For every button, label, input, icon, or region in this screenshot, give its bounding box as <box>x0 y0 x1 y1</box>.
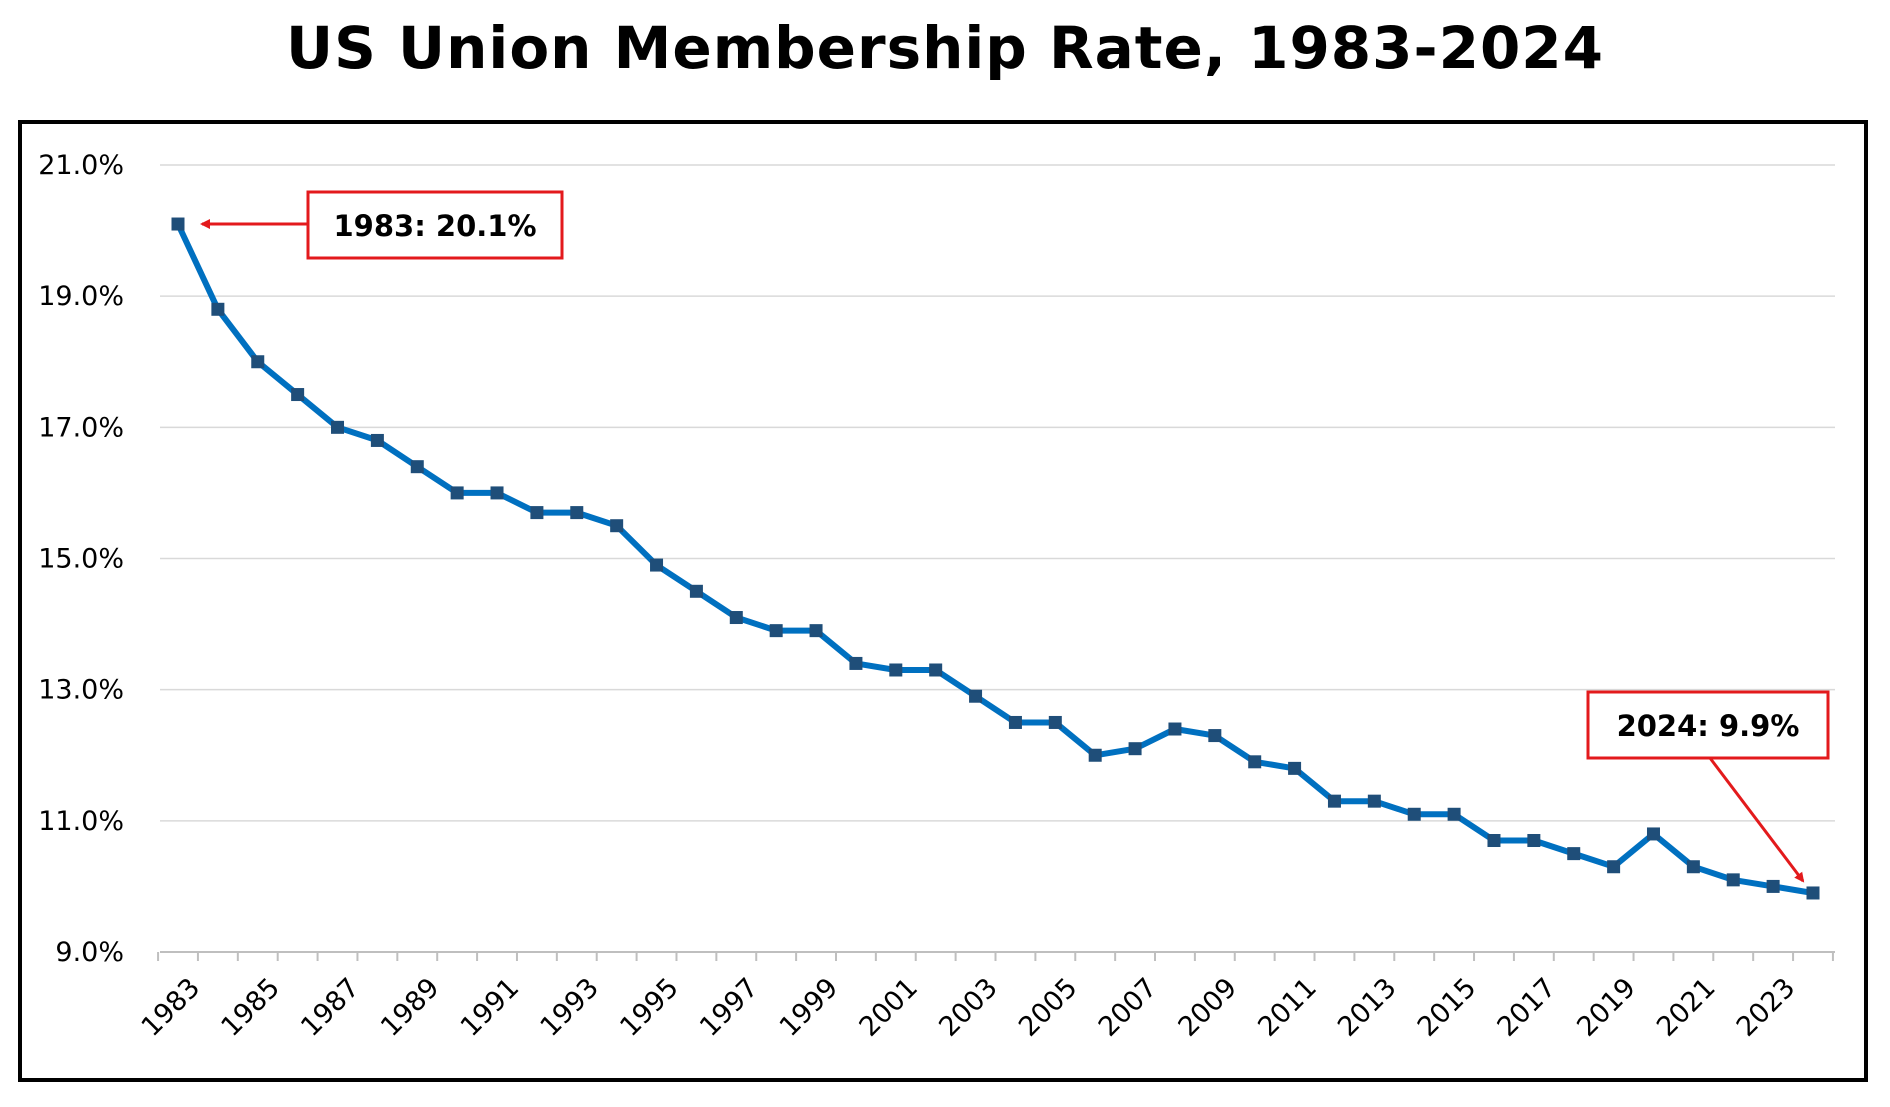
annotations: 1983: 20.1% 2024: 9.9% <box>200 190 1830 883</box>
x-tick-label: 2007 <box>1093 972 1164 1043</box>
annotation-box-1983 <box>306 190 564 260</box>
data-point <box>1128 742 1142 756</box>
data-point <box>1208 729 1222 743</box>
x-tick-label: 2017 <box>1492 972 1563 1043</box>
x-tick-label: 2003 <box>933 972 1004 1043</box>
chart-title: US Union Membership Rate, 1983-2024 <box>285 14 1605 82</box>
data-point <box>1447 807 1461 821</box>
data-point <box>1527 834 1541 848</box>
y-tick-label: 21.0% <box>38 150 124 181</box>
data-point <box>1367 794 1381 808</box>
annotation-label-2024: 2024: 9.9% <box>1617 709 1800 743</box>
data-point <box>929 663 943 677</box>
data-point <box>291 388 305 402</box>
data-point <box>331 420 345 434</box>
annotation-box-2024 <box>1586 690 1830 760</box>
data-point <box>969 689 983 703</box>
data-point <box>849 656 863 670</box>
annotation-arrow-2024 <box>1708 757 1805 883</box>
data-point <box>410 460 424 474</box>
data-point <box>809 624 823 638</box>
data-point <box>1168 722 1182 736</box>
y-tick-label: 19.0% <box>38 281 124 312</box>
x-tick-label: 1989 <box>375 972 446 1043</box>
x-tick-label: 1997 <box>694 972 765 1043</box>
data-point <box>530 506 544 520</box>
data-point <box>171 217 185 231</box>
data-point <box>1726 873 1740 887</box>
x-tick-label: 1995 <box>614 972 685 1043</box>
x-tick-label: 1987 <box>295 972 366 1043</box>
data-point <box>1607 860 1621 874</box>
data-point <box>1288 761 1302 775</box>
gridlines <box>160 164 1835 822</box>
x-tick-label: 2005 <box>1013 972 1084 1043</box>
x-tick-label: 1999 <box>774 972 845 1043</box>
x-tick-label: 2019 <box>1571 972 1642 1043</box>
y-tick-label: 15.0% <box>38 544 124 575</box>
data-point <box>490 486 504 500</box>
data-point <box>1008 715 1022 729</box>
data-point <box>1248 755 1262 769</box>
data-point <box>1407 807 1421 821</box>
series <box>171 217 1820 900</box>
data-point <box>1088 748 1102 762</box>
series-line <box>175 221 1816 896</box>
data-point <box>1766 879 1780 893</box>
data-point <box>211 302 225 316</box>
data-point <box>370 433 384 447</box>
x-tick-label: 2009 <box>1173 972 1244 1043</box>
data-point <box>610 519 624 533</box>
x-tick-label: 2001 <box>854 972 925 1043</box>
data-point <box>570 506 584 520</box>
y-tick-label: 11.0% <box>38 806 124 837</box>
data-point <box>889 663 903 677</box>
y-tick-label: 17.0% <box>38 412 124 443</box>
data-point <box>650 558 664 572</box>
data-point <box>689 584 703 598</box>
data-point <box>769 624 783 638</box>
y-tick-label: 13.0% <box>38 675 124 706</box>
chart-frame <box>18 120 1868 1082</box>
x-tick-label: 1993 <box>534 972 605 1043</box>
x-tick-label: 2015 <box>1412 972 1483 1043</box>
x-tick-label: 2011 <box>1252 972 1323 1043</box>
data-point <box>1487 834 1501 848</box>
x-tick-label: 1985 <box>215 972 286 1043</box>
data-point <box>1806 886 1820 900</box>
x-tick-label: 2013 <box>1332 972 1403 1043</box>
data-point <box>251 355 265 369</box>
x-tick-label: 1983 <box>136 972 207 1043</box>
data-point <box>1327 794 1341 808</box>
data-point <box>1567 847 1581 861</box>
data-point <box>729 611 743 625</box>
axes: 9.0%11.0%13.0%15.0%17.0%19.0%21.0%1983 19… <box>38 150 1835 1043</box>
annotation-label-1983: 1983: 20.1% <box>333 209 536 243</box>
data-point <box>1048 715 1062 729</box>
y-tick-label: 9.0% <box>55 937 124 968</box>
x-tick-label: 1991 <box>455 972 526 1043</box>
x-tick-label: 2023 <box>1731 972 1802 1043</box>
data-point <box>1646 827 1660 841</box>
data-point <box>450 486 464 500</box>
data-point <box>1686 860 1700 874</box>
x-tick-label: 2021 <box>1651 972 1722 1043</box>
